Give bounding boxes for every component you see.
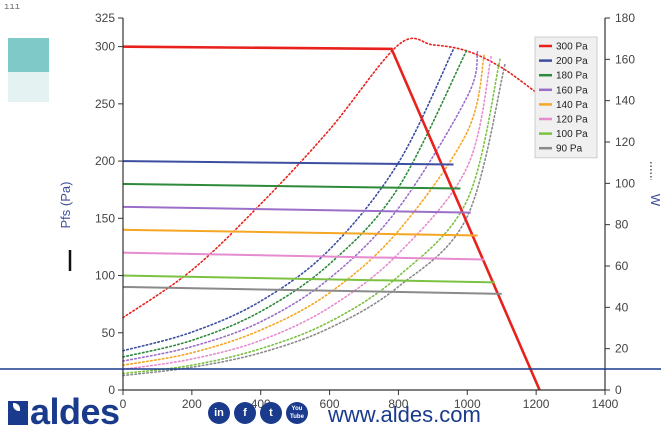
y-axis-title: Pfs (Pa) [58,182,73,229]
y2-tick-label: 160 [615,52,635,66]
legend-box [534,36,598,159]
legend-label: 100 Pa [556,129,588,140]
y2-tick-label: 40 [615,300,629,314]
legend-label: 200 Pa [556,56,588,67]
power-curve-4 [122,52,486,366]
y2-axis-title: W [648,194,661,207]
y2-tick-label: 180 [615,11,635,25]
color-swatch-light [8,72,49,102]
legend-label: 140 Pa [556,100,588,111]
website-link[interactable]: www.aldes.com [328,402,481,427]
legend-label: 180 Pa [556,71,588,82]
x-tick-label: 1400 [592,397,619,411]
pressure-curve-4 [122,228,478,237]
x-tick-label: 1200 [523,397,550,411]
corner-mark: ııı [4,2,21,12]
power-curve-7 [122,62,506,377]
youtube-icon[interactable]: You Tube [286,402,308,424]
legend-label: 160 Pa [556,85,588,96]
y-tick-label: 50 [102,326,116,340]
color-swatch-teal [8,38,49,72]
pressure-curve-0 [122,45,541,391]
y-tick-label: 300 [95,40,115,54]
x-tick-label: 800 [388,397,408,411]
y-tick-label: 325 [95,11,115,25]
power-curve-3 [122,50,479,362]
x-tick-label: 600 [320,397,340,411]
pressure-curves [122,45,541,391]
y-tick-label: 150 [95,211,115,225]
power-curve-2 [122,48,469,358]
y-tick-label: 200 [95,154,115,168]
y2-tick-label: 120 [615,135,635,149]
pressure-curve-6 [122,274,495,284]
power-curves [122,37,537,377]
facebook-icon[interactable]: f [234,402,256,424]
y-tick-label: 100 [95,269,115,283]
x-tick-label: 1000 [454,397,481,411]
pressure-curve-2 [122,182,461,190]
linkedin-icon[interactable]: in [208,402,230,424]
y2-tick-label: 0 [615,383,622,397]
y2-tick-label: 140 [615,94,635,108]
x-tick-label: 200 [182,397,202,411]
leaf-icon [13,403,20,411]
power-curve-6 [122,58,501,375]
y2-tick-label: 100 [615,176,635,190]
pressure-curve-3 [122,205,471,214]
power-curve-5 [122,54,493,371]
legend-label: 300 Pa [556,42,588,53]
pressure-curve-5 [122,251,485,261]
twitter-icon[interactable]: t [260,402,282,424]
power-curve-1 [122,48,455,352]
power-curve-0 [122,37,537,319]
y2-tick-label: 80 [615,218,629,232]
legend: 300 Pa 200 Pa 180 Pa 160 Pa 140 Pa 120 Pa 100 … [534,36,598,159]
x-tick-label: 0 [120,397,127,411]
axes: 0 50 100 150 200 250 300 325 0 20 40 60 80 100 120 140 1… [58,11,661,411]
pressure-curve-7 [122,285,502,295]
legend-label: 90 Pa [556,144,583,155]
y2-tick-label: 20 [615,342,629,356]
legend-label: 120 Pa [556,115,588,126]
y2-tick-label: 60 [615,259,629,273]
y-tick-label: 0 [108,383,115,397]
pressure-curve-1 [122,160,454,166]
y-tick-label: 250 [95,97,115,111]
aldes-logo-text: aldes [30,391,120,432]
